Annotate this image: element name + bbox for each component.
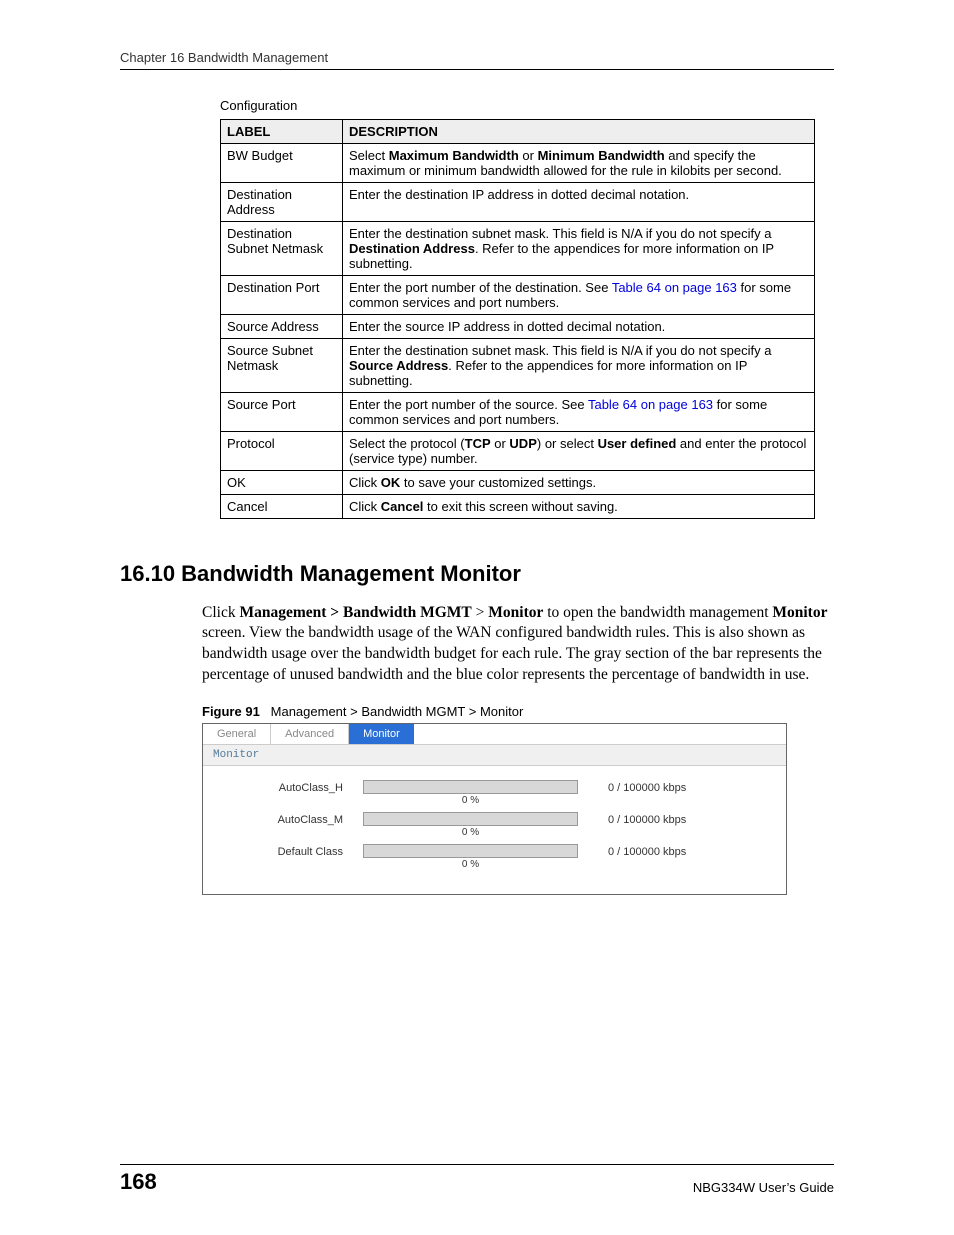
cell-description: Enter the destination subnet mask. This … — [343, 222, 815, 276]
cell-label: Source Port — [221, 393, 343, 432]
monitor-bar-wrap: 0 % — [363, 844, 578, 870]
section-title: 16.10 Bandwidth Management Monitor — [120, 561, 834, 587]
monitor-row-label: AutoClass_H — [223, 780, 363, 794]
cell-description: Select Maximum Bandwidth or Minimum Band… — [343, 144, 815, 183]
monitor-bar-percent: 0 % — [363, 827, 578, 838]
monitor-bar-percent: 0 % — [363, 859, 578, 870]
monitor-screenshot: General Advanced Monitor Monitor AutoCla… — [202, 723, 787, 895]
cell-description: Click Cancel to exit this screen without… — [343, 495, 815, 519]
monitor-row-label: Default Class — [223, 844, 363, 858]
cell-label: Protocol — [221, 432, 343, 471]
bold-text: Cancel — [381, 499, 424, 514]
monitor-bar-percent: 0 % — [363, 795, 578, 806]
cell-description: Enter the port number of the destination… — [343, 276, 815, 315]
figure-caption-text: Management > Bandwidth MGMT > Monitor — [271, 704, 524, 719]
description-table: LABEL DESCRIPTION BW BudgetSelect Maximu… — [220, 119, 815, 519]
cell-label: Cancel — [221, 495, 343, 519]
bold-text: UDP — [509, 436, 536, 451]
table-row: Destination AddressEnter the destination… — [221, 183, 815, 222]
bold-text: User defined — [598, 436, 677, 451]
bold-text: Monitor — [488, 604, 543, 621]
figure-caption: Figure 91 Management > Bandwidth MGMT > … — [202, 704, 834, 719]
monitor-bar — [363, 780, 578, 794]
bold-text: Monitor — [772, 604, 827, 621]
monitor-subhead: Monitor — [203, 744, 786, 766]
table-row: OKClick OK to save your customized setti… — [221, 471, 815, 495]
cell-description: Enter the source IP address in dotted de… — [343, 315, 815, 339]
cell-description: Click OK to save your customized setting… — [343, 471, 815, 495]
cell-label: Destination Port — [221, 276, 343, 315]
monitor-row: AutoClass_M0 %0 / 100000 kbps — [223, 812, 766, 838]
table-row: Source AddressEnter the source IP addres… — [221, 315, 815, 339]
monitor-bar-wrap: 0 % — [363, 812, 578, 838]
figure-number: Figure 91 — [202, 704, 260, 719]
bold-text: Destination Address — [349, 241, 475, 256]
bold-text: OK — [381, 475, 401, 490]
cell-label: OK — [221, 471, 343, 495]
table-row: Source PortEnter the port number of the … — [221, 393, 815, 432]
tab-monitor[interactable]: Monitor — [349, 724, 414, 744]
page-number: 168 — [120, 1169, 157, 1195]
cell-description: Enter the destination subnet mask. This … — [343, 339, 815, 393]
table-caption: Configuration — [220, 98, 834, 113]
table-row: BW BudgetSelect Maximum Bandwidth or Min… — [221, 144, 815, 183]
cell-label: Destination Subnet Netmask — [221, 222, 343, 276]
cell-description: Enter the port number of the source. See… — [343, 393, 815, 432]
table-row: CancelClick Cancel to exit this screen w… — [221, 495, 815, 519]
monitor-rows: AutoClass_H0 %0 / 100000 kbpsAutoClass_M… — [203, 766, 786, 894]
monitor-bar — [363, 812, 578, 826]
cell-label: BW Budget — [221, 144, 343, 183]
bold-text: Minimum Bandwidth — [538, 148, 665, 163]
bold-text: Source Address — [349, 358, 448, 373]
section-paragraph: Click Management > Bandwidth MGMT > Moni… — [202, 603, 834, 687]
tab-row: General Advanced Monitor — [203, 724, 786, 744]
cell-description: Select the protocol (TCP or UDP) or sele… — [343, 432, 815, 471]
table-row: Destination PortEnter the port number of… — [221, 276, 815, 315]
page-footer: 168 NBG334W User’s Guide — [120, 1164, 834, 1195]
bold-text: TCP — [465, 436, 491, 451]
chapter-header: Chapter 16 Bandwidth Management — [120, 50, 834, 70]
cell-description: Enter the destination IP address in dott… — [343, 183, 815, 222]
cross-reference-link[interactable]: Table 64 on page 163 — [612, 280, 737, 295]
bold-text: Management > Bandwidth MGMT — [239, 604, 471, 621]
table-row: Destination Subnet NetmaskEnter the dest… — [221, 222, 815, 276]
th-description: DESCRIPTION — [343, 120, 815, 144]
cross-reference-link[interactable]: Table 64 on page 163 — [588, 397, 713, 412]
monitor-bar-wrap: 0 % — [363, 780, 578, 806]
cell-label: Destination Address — [221, 183, 343, 222]
tab-general[interactable]: General — [203, 724, 271, 744]
monitor-row: Default Class0 %0 / 100000 kbps — [223, 844, 766, 870]
cell-label: Source Address — [221, 315, 343, 339]
monitor-row-value: 0 / 100000 kbps — [578, 844, 766, 858]
cell-label: Source Subnet Netmask — [221, 339, 343, 393]
monitor-row-value: 0 / 100000 kbps — [578, 780, 766, 794]
table-row: Source Subnet NetmaskEnter the destinati… — [221, 339, 815, 393]
table-row: ProtocolSelect the protocol (TCP or UDP)… — [221, 432, 815, 471]
guide-name: NBG334W User’s Guide — [693, 1180, 834, 1195]
monitor-bar — [363, 844, 578, 858]
tab-advanced[interactable]: Advanced — [271, 724, 349, 744]
monitor-row: AutoClass_H0 %0 / 100000 kbps — [223, 780, 766, 806]
bold-text: Maximum Bandwidth — [389, 148, 519, 163]
monitor-row-label: AutoClass_M — [223, 812, 363, 826]
monitor-row-value: 0 / 100000 kbps — [578, 812, 766, 826]
th-label: LABEL — [221, 120, 343, 144]
